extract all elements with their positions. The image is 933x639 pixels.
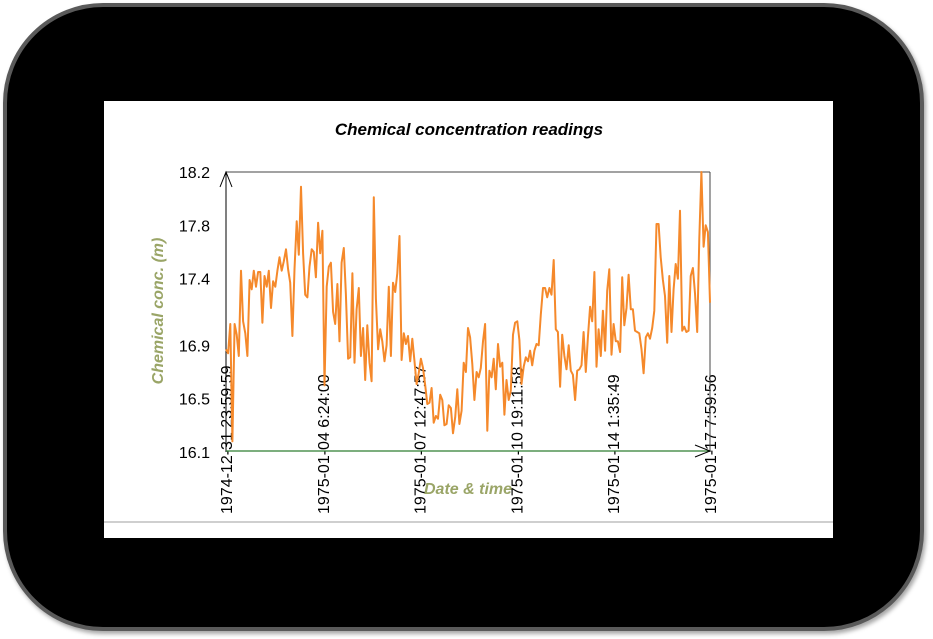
x-tick-label: 1975-01-17 7:59:56 — [703, 374, 720, 514]
y-tick-label: 17.8 — [179, 218, 210, 235]
line-chart: Chemical concentration readings 16.1 16.5… — [150, 120, 720, 514]
x-tick-label: 1975-01-10 19:11:58 — [509, 367, 526, 514]
y-axis-arrowhead — [219, 170, 233, 188]
series-line — [225, 171, 711, 443]
y-tick-label: 18.2 — [179, 165, 210, 182]
x-axis-title: Date & time — [424, 481, 512, 498]
bottom-divider — [104, 521, 833, 523]
y-tick-label: 16.9 — [179, 338, 210, 355]
chart-screen: Chemical concentration readings 16.1 16.5… — [104, 101, 833, 538]
y-tick-label: 16.1 — [179, 445, 210, 462]
y-axis-ticks: 16.1 16.5 16.9 17.4 17.8 18.2 — [179, 165, 210, 462]
x-axis-arrowhead — [694, 444, 712, 458]
y-tick-label: 16.5 — [179, 392, 210, 409]
y-axis-title: Chemical conc. (m) — [150, 238, 167, 385]
x-tick-label: 1975-01-07 12:47:57 — [413, 365, 430, 514]
y-tick-label: 17.4 — [179, 272, 210, 289]
chart-title: Chemical concentration readings — [335, 120, 603, 139]
x-tick-label: 1975-01-14 1:35:49 — [606, 374, 623, 514]
x-tick-label: 1975-01-04 6:24:00 — [316, 374, 333, 514]
